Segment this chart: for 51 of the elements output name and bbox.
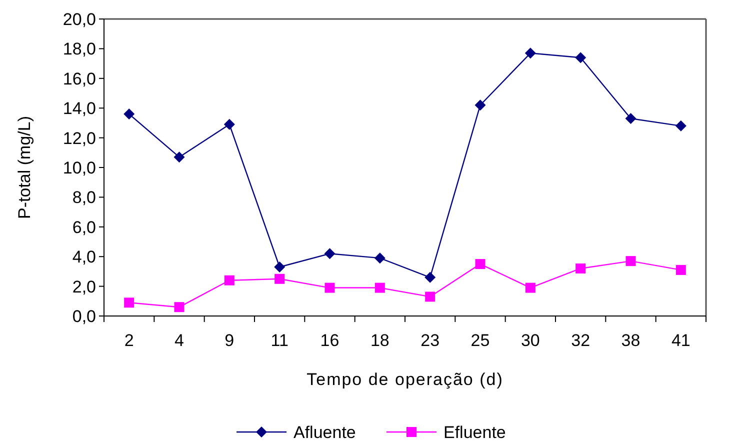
x-tick-label: 23 bbox=[420, 331, 440, 350]
y-axis-title: P-total (mg/L) bbox=[15, 116, 34, 219]
point bbox=[575, 52, 586, 64]
legend-label: Efluente bbox=[444, 422, 506, 442]
point bbox=[324, 248, 336, 260]
x-tick-label: 41 bbox=[671, 331, 690, 350]
x-tick-label: 2 bbox=[124, 331, 134, 350]
point bbox=[626, 256, 636, 266]
point bbox=[675, 120, 686, 132]
y-tick-label: 18,0 bbox=[62, 40, 96, 59]
point bbox=[174, 302, 184, 312]
point bbox=[274, 261, 286, 272]
point bbox=[324, 282, 335, 293]
point bbox=[475, 259, 486, 270]
point bbox=[524, 48, 536, 59]
y-tick-label: 12,0 bbox=[62, 128, 96, 148]
x-tick-label: 11 bbox=[270, 331, 288, 350]
x-tick-label: 38 bbox=[621, 331, 640, 350]
point bbox=[174, 152, 185, 163]
point bbox=[525, 282, 536, 293]
x-tick-label: 18 bbox=[370, 331, 390, 350]
point bbox=[124, 298, 134, 308]
y-tick-label: 10,0 bbox=[62, 158, 96, 178]
point bbox=[474, 100, 486, 111]
y-tick-label: 20,0 bbox=[62, 10, 96, 29]
point bbox=[625, 112, 636, 124]
point bbox=[424, 272, 436, 283]
x-tick-label: 4 bbox=[174, 331, 184, 350]
point bbox=[374, 252, 386, 264]
point bbox=[425, 292, 436, 302]
x-tick-label: 9 bbox=[224, 331, 234, 350]
legend-label: Afluente bbox=[294, 422, 356, 442]
y-tick-label: 8,0 bbox=[72, 188, 96, 208]
y-tick-label: 0,0 bbox=[72, 306, 96, 326]
y-tick-label: 6,0 bbox=[72, 218, 96, 237]
x-tick-label: 32 bbox=[571, 331, 590, 350]
point bbox=[274, 274, 285, 284]
point bbox=[224, 275, 234, 286]
x-tick-label: 16 bbox=[320, 331, 340, 350]
y-tick-label: 4,0 bbox=[72, 248, 96, 267]
point bbox=[124, 108, 135, 120]
point bbox=[576, 263, 586, 274]
point bbox=[374, 282, 385, 293]
y-tick-label: 14,0 bbox=[62, 99, 96, 118]
x-tick-label: 25 bbox=[470, 331, 490, 350]
y-tick-label: 16,0 bbox=[62, 69, 96, 88]
y-tick-label: 2,0 bbox=[72, 277, 96, 296]
point bbox=[676, 264, 686, 275]
x-tick-label: 30 bbox=[520, 331, 540, 350]
x-axis-title: Tempo de operação (d) bbox=[306, 370, 504, 389]
point bbox=[224, 118, 235, 130]
